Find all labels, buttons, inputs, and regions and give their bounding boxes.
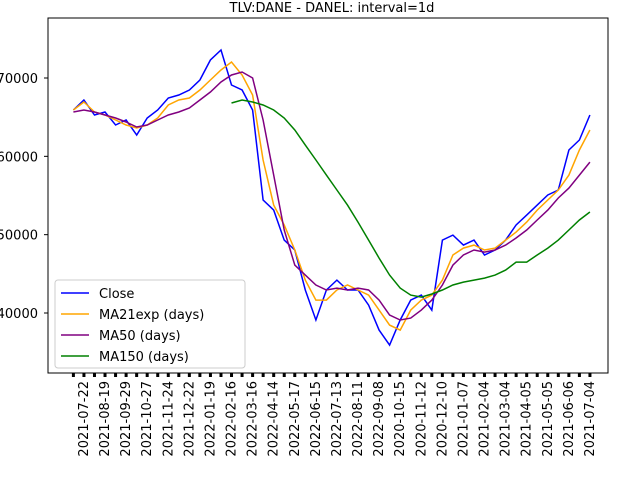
legend-label: Close <box>99 287 134 302</box>
x-tick-label: 2021-06-06 <box>562 381 577 457</box>
x-tick-label: 2020-10-15 <box>393 381 408 457</box>
x-tick-label: 2022-01-19 <box>203 381 218 457</box>
x-tick-label: 2021-12-22 <box>182 381 197 457</box>
x-tick-label: 2022-09-08 <box>372 381 387 457</box>
x-tick-label: 2021-04-05 <box>520 381 535 457</box>
y-tick-label: 60000 <box>0 150 38 165</box>
legend-label: MA21exp (days) <box>99 308 204 323</box>
x-tick-label: 2021-02-04 <box>478 381 493 457</box>
x-tick-label: 2021-07-22 <box>77 381 92 457</box>
y-tick-label: 50000 <box>0 229 38 244</box>
x-tick-label: 2022-06-15 <box>309 381 324 457</box>
x-tick-label: 2021-01-07 <box>456 381 471 457</box>
x-tick-label: 2021-08-19 <box>98 381 113 457</box>
x-tick-label: 2021-10-27 <box>140 381 155 457</box>
x-tick-label: 2021-07-04 <box>583 381 598 457</box>
legend-label: MA150 (days) <box>99 350 189 365</box>
legend-box <box>54 279 246 369</box>
x-tick-label: 2022-08-11 <box>351 381 366 457</box>
x-tick-label: 2022-04-14 <box>267 381 282 457</box>
y-tick-label: 70000 <box>0 72 38 87</box>
chart-title: TLV:DANE - DANEL: interval=1d <box>229 1 435 16</box>
x-tick-label: 2022-05-17 <box>288 381 303 457</box>
x-tick-label: 2021-09-29 <box>119 381 134 457</box>
x-tick-label: 2021-11-24 <box>161 381 176 457</box>
series-line <box>73 71 591 321</box>
x-tick-label: 2022-03-16 <box>246 381 261 457</box>
x-tick-label: 2021-03-04 <box>499 381 514 457</box>
axes-frame <box>47 17 609 374</box>
series-line <box>231 99 591 298</box>
x-tick-label: 2020-12-10 <box>435 381 450 457</box>
series-line <box>72 60 591 332</box>
y-tick-label: 40000 <box>0 307 38 322</box>
x-tick-label: 2022-02-16 <box>225 381 240 457</box>
x-tick-label: 2022-07-13 <box>330 381 345 457</box>
x-tick-label: 2020-11-12 <box>414 381 429 457</box>
legend-label: MA50 (days) <box>99 329 181 344</box>
x-tick-label: 2021-05-05 <box>541 381 556 457</box>
